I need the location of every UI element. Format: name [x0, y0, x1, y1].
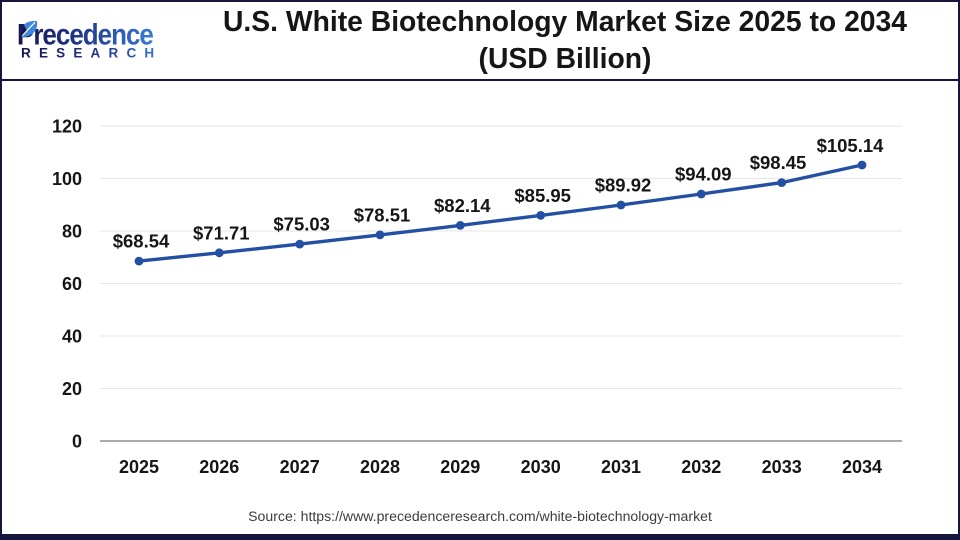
svg-text:2029: 2029	[440, 457, 480, 477]
svg-text:$94.09: $94.09	[675, 164, 732, 185]
svg-text:RESEARCH: RESEARCH	[21, 46, 162, 61]
svg-text:2027: 2027	[280, 457, 320, 477]
svg-text:80: 80	[62, 222, 82, 242]
svg-text:2033: 2033	[762, 457, 802, 477]
svg-text:0: 0	[72, 432, 82, 452]
svg-text:40: 40	[62, 327, 82, 347]
svg-text:$85.95: $85.95	[514, 185, 571, 206]
svg-text:20: 20	[62, 379, 82, 399]
svg-text:2026: 2026	[199, 457, 239, 477]
svg-text:2030: 2030	[521, 457, 561, 477]
svg-text:$89.92: $89.92	[595, 175, 652, 196]
svg-text:120: 120	[52, 117, 82, 137]
svg-text:Source: https://www.precedence: Source: https://www.precedenceresearch.c…	[248, 508, 712, 524]
svg-text:2028: 2028	[360, 457, 400, 477]
svg-text:2031: 2031	[601, 457, 641, 477]
svg-text:$75.03: $75.03	[273, 214, 330, 235]
svg-text:$68.54: $68.54	[113, 231, 170, 252]
svg-text:(USD Billion): (USD Billion)	[479, 42, 652, 74]
svg-text:Precedence: Precedence	[17, 18, 153, 51]
svg-text:$105.14: $105.14	[817, 135, 885, 156]
svg-text:60: 60	[62, 274, 82, 294]
svg-text:2034: 2034	[842, 457, 882, 477]
svg-text:2025: 2025	[119, 457, 159, 477]
svg-text:$71.71: $71.71	[193, 223, 250, 244]
svg-text:100: 100	[52, 169, 82, 189]
svg-text:$82.14: $82.14	[434, 195, 491, 216]
svg-text:2032: 2032	[681, 457, 721, 477]
svg-text:U.S. White Biotechnology Marke: U.S. White Biotechnology Market Size 202…	[223, 5, 907, 37]
svg-text:$98.45: $98.45	[750, 152, 807, 173]
svg-text:$78.51: $78.51	[354, 205, 411, 226]
